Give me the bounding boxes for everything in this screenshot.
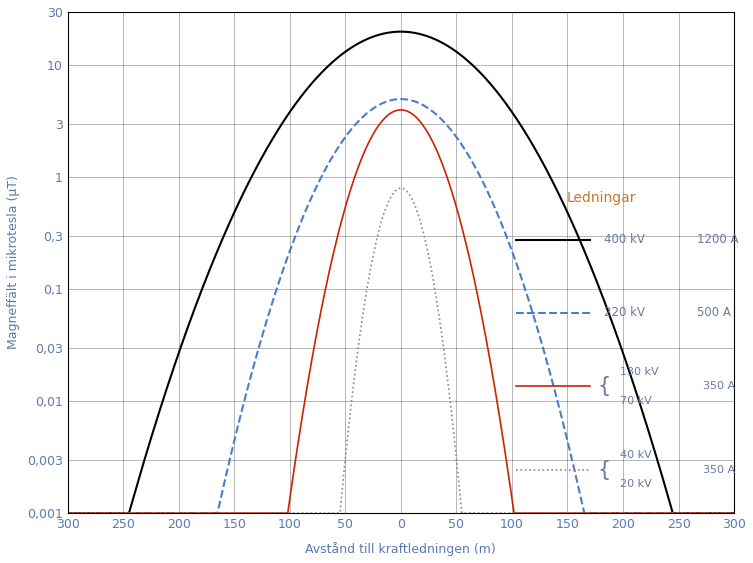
Text: 500 A: 500 A: [697, 306, 730, 319]
Text: 1200 A: 1200 A: [697, 233, 738, 246]
Text: 350 A: 350 A: [703, 465, 736, 475]
Y-axis label: Magneffält i mikrotesla (µT): Magneffält i mikrotesla (µT): [7, 176, 20, 350]
Text: 40 kV: 40 kV: [620, 450, 651, 461]
Text: Ledningar: Ledningar: [567, 191, 636, 204]
Text: 70 kV: 70 kV: [620, 395, 651, 405]
Text: {: {: [597, 376, 611, 396]
Text: 400 kV: 400 kV: [604, 233, 645, 246]
Text: 350 A: 350 A: [703, 381, 736, 391]
Text: 130 kV: 130 kV: [620, 367, 658, 377]
X-axis label: Avstånd till kraftledningen (m): Avstånd till kraftledningen (m): [306, 542, 496, 556]
Text: {: {: [597, 460, 611, 480]
Text: 20 kV: 20 kV: [620, 479, 651, 489]
Text: 220 kV: 220 kV: [604, 306, 645, 319]
